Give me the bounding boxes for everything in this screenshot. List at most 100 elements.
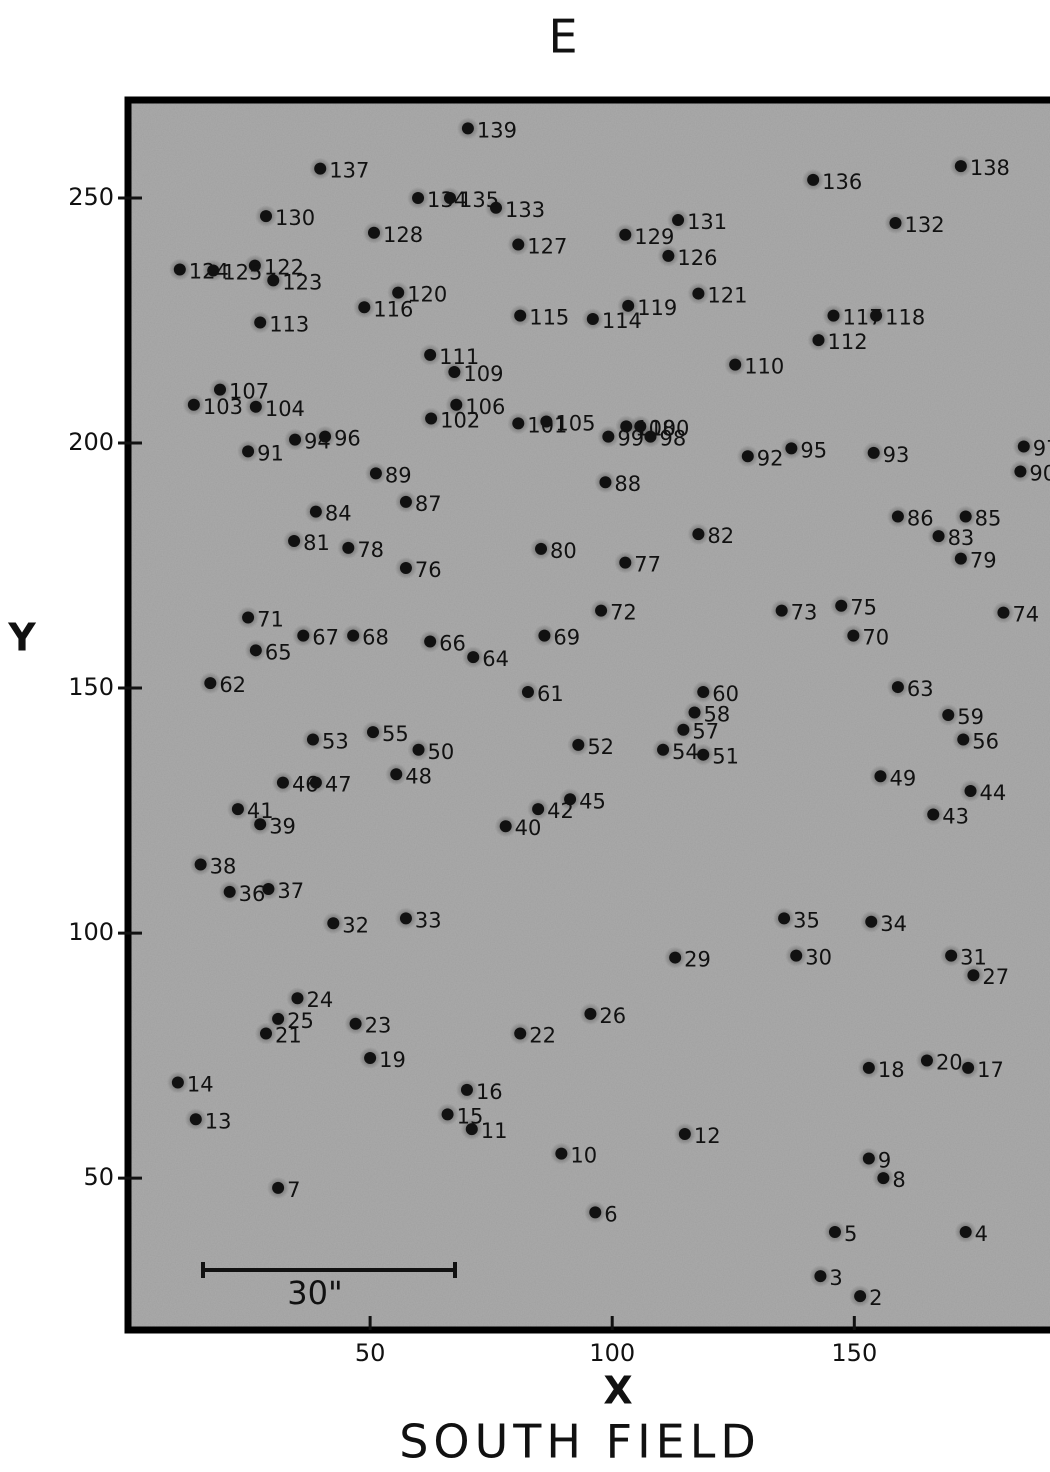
star <box>276 776 289 789</box>
x-tick-label: 150 <box>831 1339 877 1367</box>
star <box>688 706 701 719</box>
star <box>678 1127 691 1140</box>
star-label: 10 <box>570 1144 597 1168</box>
star <box>291 992 304 1005</box>
star-label: 113 <box>269 312 309 336</box>
star <box>272 1181 285 1194</box>
star-label: 34 <box>880 912 907 936</box>
star-label: 104 <box>265 397 305 421</box>
star <box>450 398 463 411</box>
star-label: 24 <box>306 988 333 1012</box>
star-label: 48 <box>405 764 432 788</box>
star-label: 100 <box>649 416 689 440</box>
star <box>962 1061 975 1074</box>
star <box>564 793 577 806</box>
star-label: 112 <box>827 330 867 354</box>
star-label: 110 <box>744 355 784 379</box>
chart-title: SOUTH FIELD <box>399 1415 761 1469</box>
star-label: 63 <box>907 677 934 701</box>
star <box>399 912 412 925</box>
star-label: 129 <box>634 225 674 249</box>
star-label: 53 <box>322 730 349 754</box>
star-label: 79 <box>970 549 997 573</box>
star-label: 77 <box>634 553 661 577</box>
star-label: 57 <box>692 720 719 744</box>
star <box>390 768 403 781</box>
star-label: 5 <box>844 1222 857 1246</box>
star-label: 88 <box>614 472 641 496</box>
star-label: 35 <box>793 908 820 932</box>
star <box>448 365 461 378</box>
star-label: 51 <box>712 745 739 769</box>
star <box>729 358 742 371</box>
star <box>267 274 280 287</box>
star-label: 9 <box>878 1148 891 1172</box>
star-label: 137 <box>329 159 369 183</box>
star-label: 106 <box>465 395 505 419</box>
star-label: 2 <box>869 1286 882 1310</box>
star <box>697 748 710 761</box>
star <box>260 1027 272 1040</box>
star-label: 72 <box>610 601 637 625</box>
star-label: 30 <box>805 946 832 970</box>
star <box>1017 440 1030 453</box>
star-label: 18 <box>878 1058 905 1082</box>
y-tick-label: 100 <box>68 918 114 946</box>
star <box>207 264 220 277</box>
star-label: 29 <box>684 948 711 972</box>
star <box>586 313 599 326</box>
star <box>812 334 825 347</box>
star-label: 121 <box>707 284 747 308</box>
direction-label: E <box>548 10 577 64</box>
star <box>314 162 327 175</box>
star-label: 73 <box>791 601 818 625</box>
star <box>514 309 527 322</box>
star <box>490 201 502 214</box>
star <box>865 915 878 928</box>
star-label: 26 <box>599 1004 626 1028</box>
star <box>444 192 456 205</box>
star <box>367 226 380 239</box>
star-label: 60 <box>712 682 739 706</box>
star <box>807 173 820 186</box>
star-label: 14 <box>187 1073 214 1097</box>
star <box>467 651 480 664</box>
star <box>369 467 382 480</box>
star <box>254 818 267 831</box>
star <box>412 743 425 756</box>
star <box>424 348 437 361</box>
star-label: 39 <box>269 814 296 838</box>
star-label: 89 <box>385 463 412 487</box>
star <box>242 445 255 458</box>
star <box>927 808 940 821</box>
star <box>622 299 635 312</box>
star <box>262 882 275 895</box>
star <box>309 505 322 518</box>
star-label: 81 <box>303 531 330 555</box>
star-label: 80 <box>550 539 577 563</box>
star-label: 71 <box>257 607 284 631</box>
y-tick-label: 250 <box>68 183 114 211</box>
star-label: 74 <box>1012 603 1039 627</box>
star <box>288 535 301 548</box>
star-label: 78 <box>357 538 384 562</box>
star <box>599 476 612 489</box>
star <box>460 1083 473 1096</box>
star <box>555 1147 568 1160</box>
star <box>775 604 788 617</box>
star <box>874 770 887 783</box>
star <box>425 412 438 425</box>
star <box>862 1061 875 1074</box>
star-label: 93 <box>883 443 910 467</box>
star-label: 109 <box>463 362 503 386</box>
star-label: 45 <box>579 789 606 813</box>
star-label: 3 <box>829 1266 842 1290</box>
star <box>349 1017 362 1030</box>
star-label: 107 <box>229 380 269 404</box>
star <box>634 420 647 433</box>
star <box>412 192 425 205</box>
star <box>231 803 244 816</box>
star-label: 47 <box>325 773 352 797</box>
star-label: 65 <box>265 640 292 664</box>
star-label: 95 <box>800 438 827 462</box>
